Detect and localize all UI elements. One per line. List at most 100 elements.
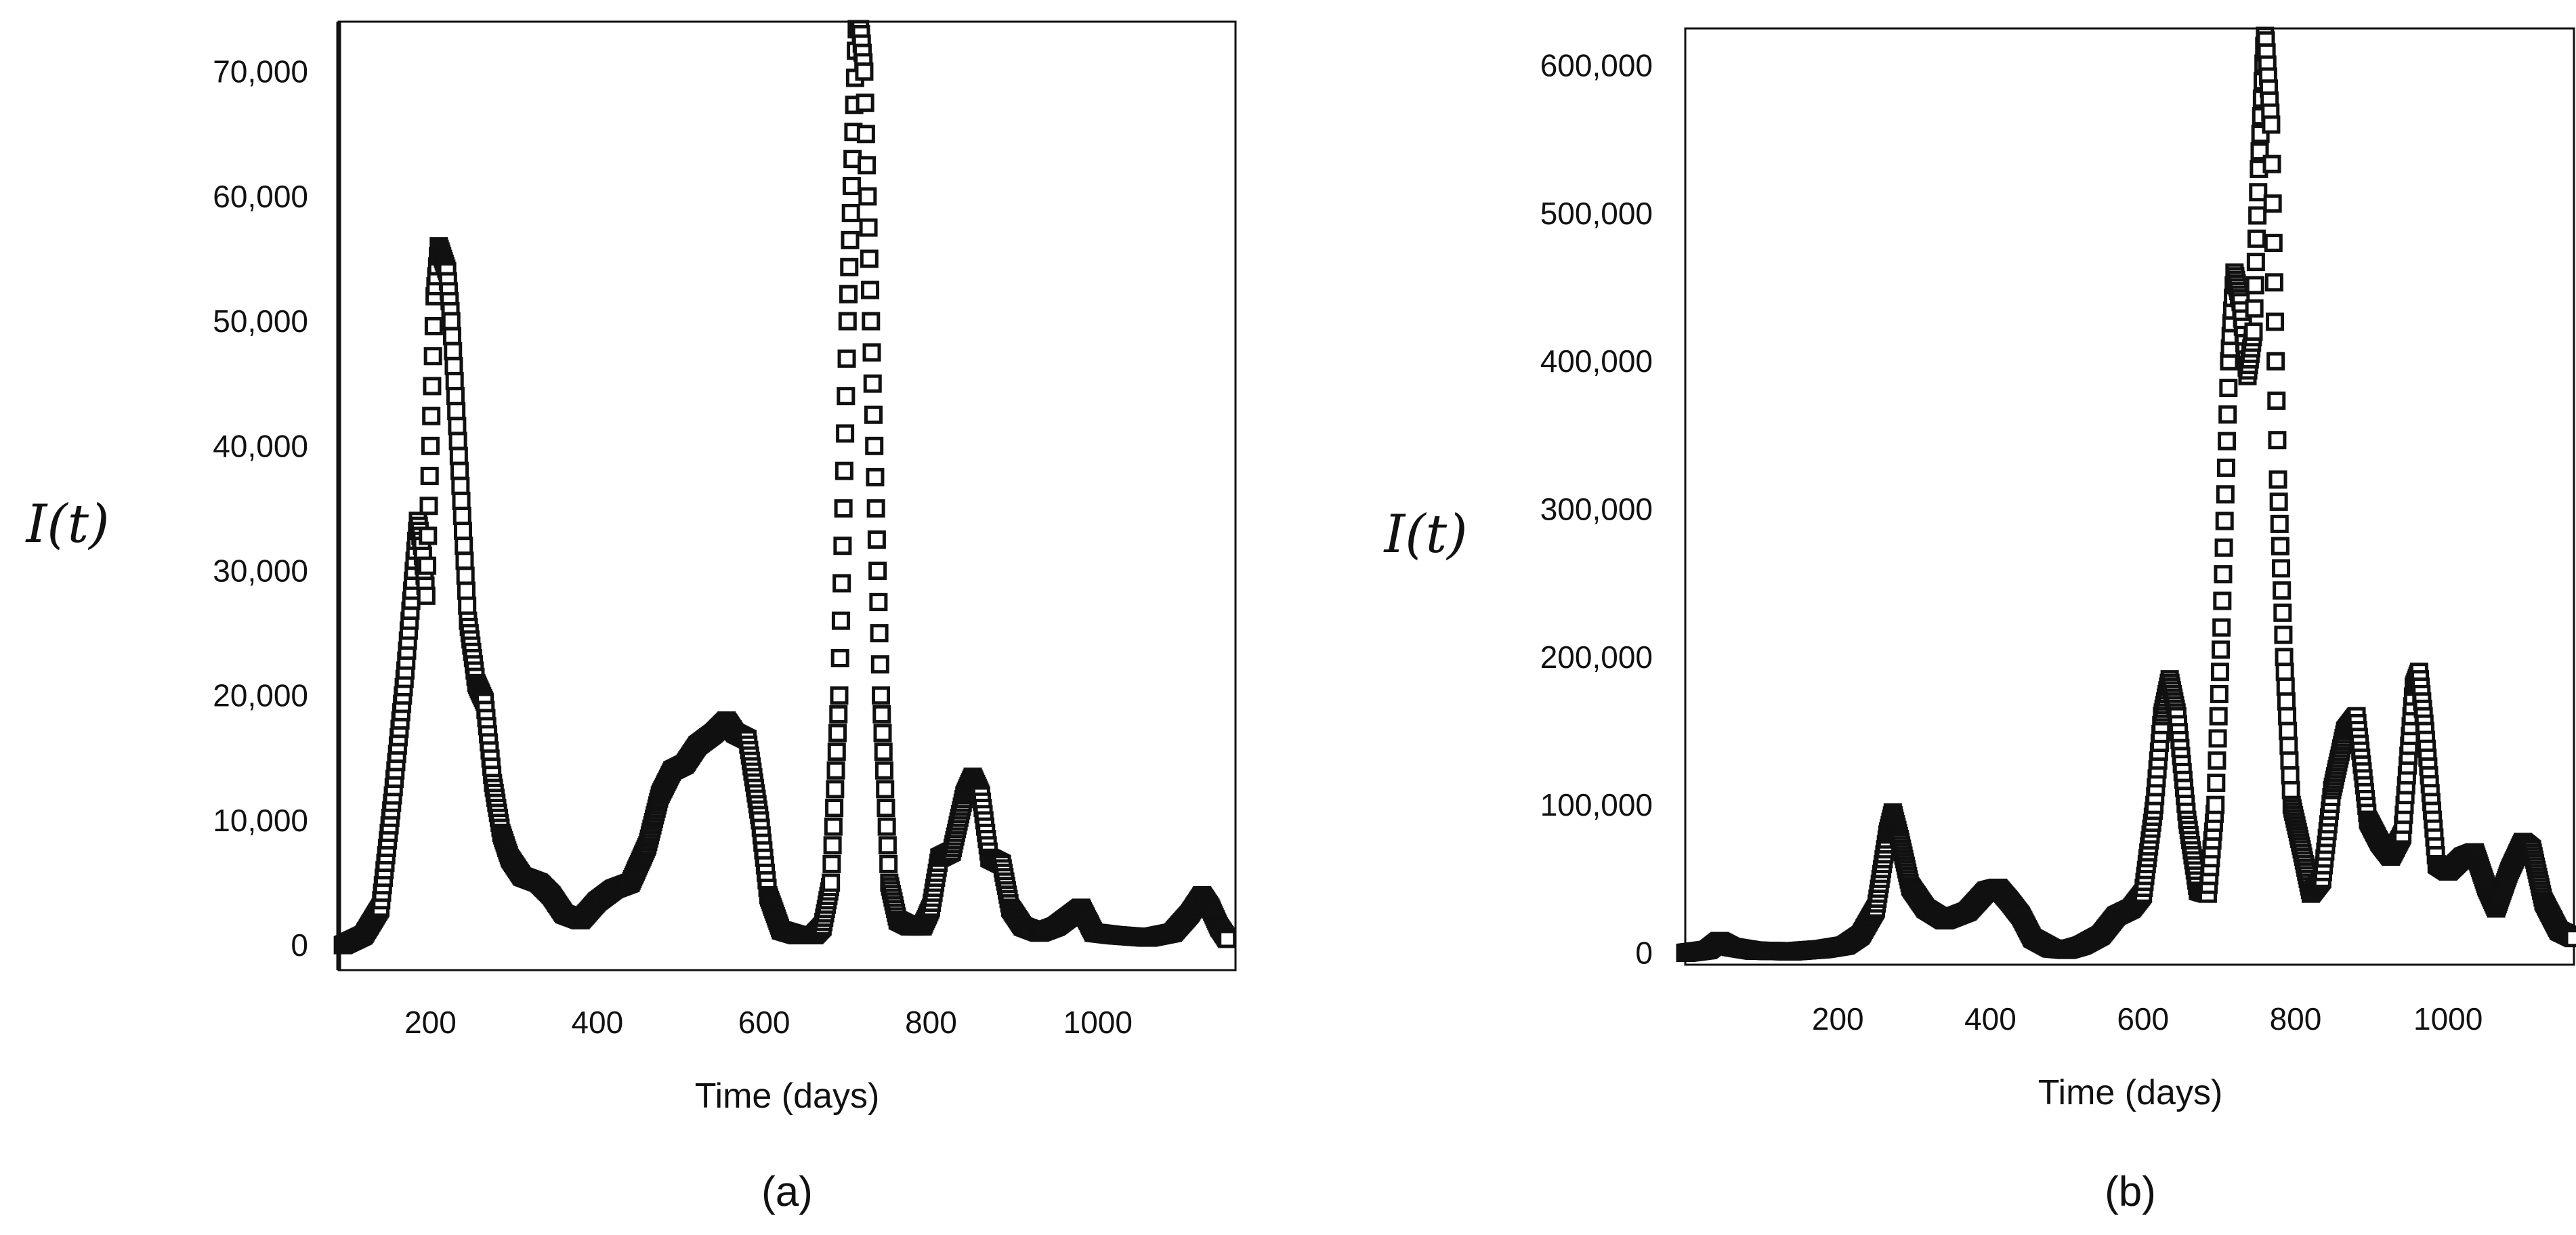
- data-point: [2264, 234, 2283, 253]
- data-point: [454, 522, 473, 541]
- x-tick-label: 800: [905, 1005, 957, 1040]
- data-point: [823, 836, 842, 855]
- x-tick-label: 600: [738, 1005, 790, 1040]
- data-point: [839, 285, 858, 303]
- data-point: [2245, 299, 2264, 318]
- data-point: [841, 203, 860, 222]
- y-tick-label: 0: [1635, 936, 1653, 971]
- data-point: [840, 257, 859, 276]
- data-point: [457, 581, 476, 600]
- data-point: [2266, 352, 2285, 371]
- x-tick-label: 400: [571, 1005, 623, 1040]
- data-point: [2249, 183, 2268, 202]
- data-point: [448, 417, 467, 436]
- data-point: [423, 347, 442, 366]
- data-point: [2212, 618, 2231, 637]
- data-point: [2564, 929, 2576, 948]
- x-tick-label: 1000: [2413, 1001, 2483, 1037]
- data-point: [2248, 206, 2267, 225]
- y-tick-label: 300,000: [1540, 492, 1653, 527]
- data-point: [870, 655, 889, 674]
- y-tick-label: 600,000: [1540, 48, 1653, 83]
- x-tick-label: 200: [404, 1005, 457, 1040]
- data-point: [874, 761, 893, 780]
- data-point: [862, 343, 881, 362]
- data-point: [2269, 493, 2288, 511]
- data-point: [450, 461, 469, 480]
- data-point: [870, 624, 889, 643]
- data-point: [417, 586, 436, 605]
- data-point: [829, 705, 848, 724]
- data-point: [451, 476, 470, 495]
- y-tick-label: 200,000: [1540, 640, 1653, 675]
- data-point: [2279, 721, 2298, 740]
- data-point: [2218, 405, 2237, 424]
- data-point: [2262, 115, 2281, 134]
- y-tick-label: 30,000: [213, 553, 308, 589]
- data-point: [2207, 773, 2226, 792]
- data-point: [418, 556, 437, 575]
- data-point: [856, 125, 875, 144]
- y-tick-label: 400,000: [1540, 343, 1653, 379]
- data-point: [458, 596, 477, 615]
- y-tick-label: 60,000: [213, 179, 308, 214]
- data-point: [831, 611, 850, 630]
- data-point: [455, 551, 474, 570]
- data-point: [858, 187, 877, 206]
- data-point: [824, 817, 843, 836]
- y-tick-label: 40,000: [213, 428, 308, 463]
- data-point: [2264, 273, 2283, 292]
- y-axis-label-b: I(t): [1382, 504, 1467, 565]
- data-point: [423, 377, 442, 396]
- data-point: [836, 424, 855, 443]
- data-point: [442, 312, 461, 331]
- data-point: [2208, 729, 2227, 748]
- data-point: [826, 761, 845, 780]
- data-point: [2281, 780, 2300, 799]
- data-point: [2262, 154, 2281, 173]
- y-tick-labels-b: 0 100,000 200,000 300,000 400,000 500,000 600,…: [1540, 48, 1653, 971]
- data-points-b: [1676, 26, 2576, 963]
- data-point: [837, 387, 856, 406]
- data-point: [869, 593, 888, 612]
- data-point: [2216, 485, 2235, 504]
- data-point: [860, 249, 879, 268]
- data-point: [2209, 707, 2228, 726]
- data-point: [828, 724, 847, 742]
- data-point: [868, 562, 887, 581]
- data-point: [837, 349, 856, 368]
- data-point: [834, 499, 853, 518]
- data-point: [2267, 391, 2286, 410]
- data-point: [448, 432, 467, 451]
- chart-panel-b: 0 100,000 200,000 300,000 400,000 500,000 600,…: [1382, 26, 2576, 1215]
- x-tick-label: 200: [1812, 1001, 1864, 1037]
- data-point: [2213, 591, 2232, 610]
- panel-label-b: (b): [2105, 1169, 2156, 1215]
- data-point: [874, 742, 893, 761]
- y-tick-label: 20,000: [213, 678, 308, 713]
- data-point: [2278, 707, 2297, 726]
- data-point: [2212, 640, 2231, 659]
- data-point: [2268, 470, 2287, 489]
- data-point: [2210, 684, 2229, 703]
- y-tick-label: 500,000: [1540, 196, 1653, 231]
- x-tick-label: 800: [2270, 1001, 2322, 1037]
- data-point: [2210, 663, 2229, 682]
- data-point: [873, 724, 892, 742]
- y-tick-label: 100,000: [1540, 787, 1653, 822]
- data-point: [443, 327, 462, 346]
- data-point: [862, 312, 881, 331]
- data-point: [2273, 603, 2292, 622]
- data-point: [864, 405, 883, 424]
- data-point: [827, 742, 846, 761]
- data-point: [452, 491, 471, 510]
- data-point: [830, 648, 849, 667]
- data-point: [835, 461, 853, 480]
- data-point: [2219, 379, 2238, 398]
- data-point: [825, 799, 844, 818]
- data-point: [419, 526, 438, 545]
- data-point: [2216, 458, 2235, 477]
- data-points-a: [333, 20, 1237, 955]
- y-tick-labels-a: 0 10,000 20,000 30,000 40,000 50,000 60,000 70,…: [213, 54, 308, 963]
